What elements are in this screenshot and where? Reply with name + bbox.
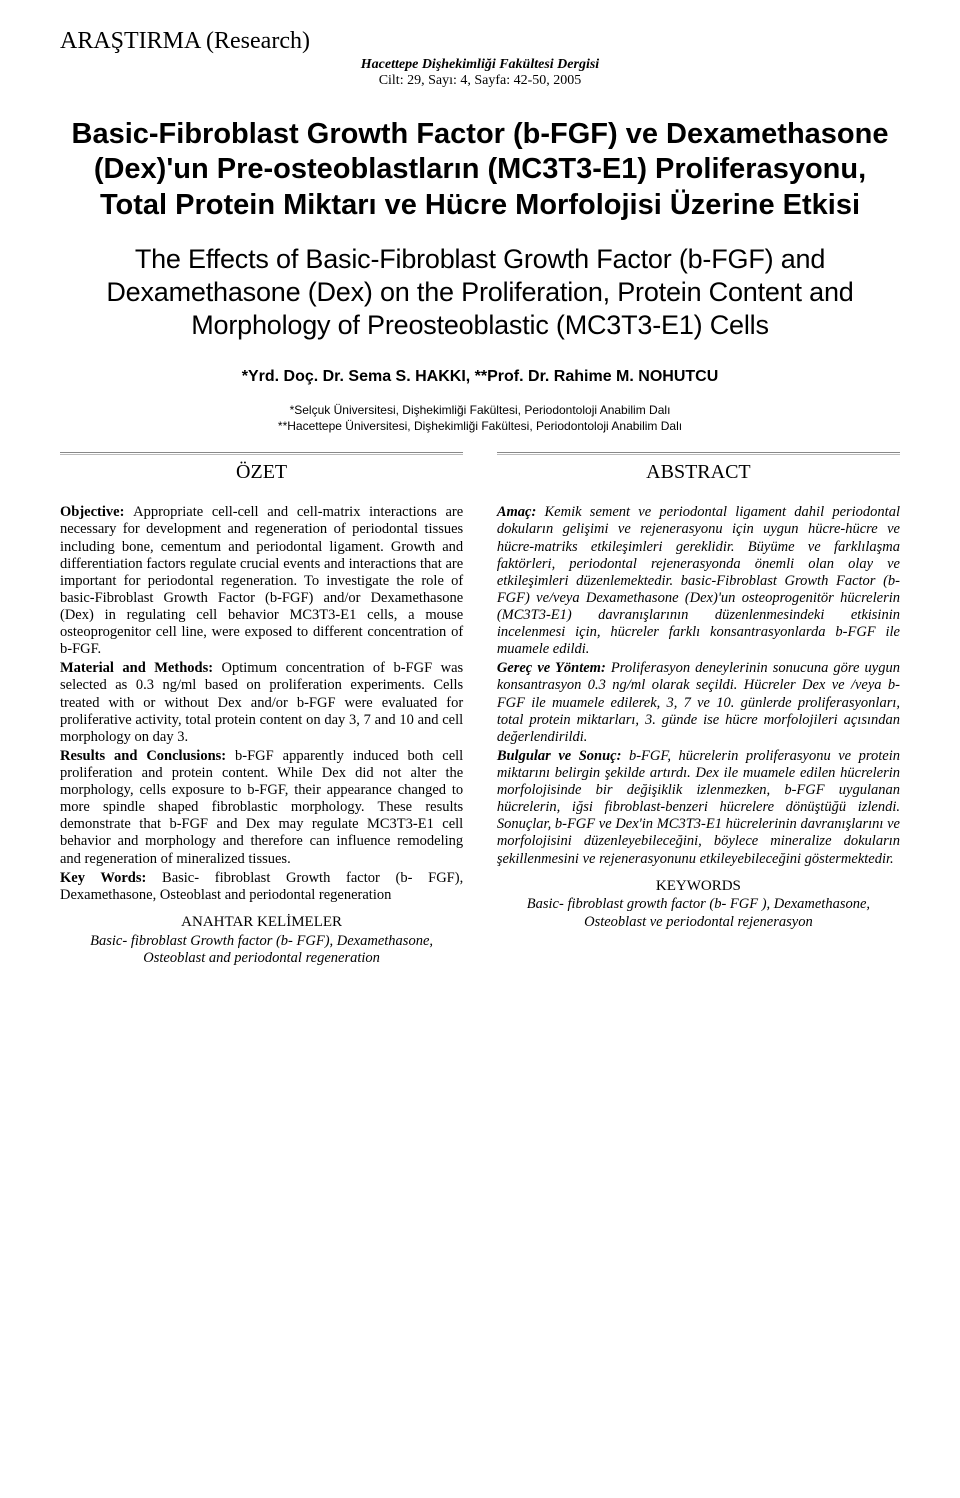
divider [60,454,463,455]
methods-paragraph: Material and Methods: Optimum concentrat… [60,660,463,746]
abstract-headers: ÖZET ABSTRACT [60,452,900,486]
amac-paragraph: Amaç: Kemik sement ve periodontal ligame… [497,504,900,658]
right-column: Amaç: Kemik sement ve periodontal ligame… [497,504,900,968]
bulgular-paragraph: Bulgular ve Sonuç: b-FGF, hücrelerin pro… [497,748,900,868]
results-paragraph: Results and Conclusions: b-FGF apparentl… [60,748,463,868]
affiliation-1: *Selçuk Üniversitesi, Dişhekimliği Fakül… [60,402,900,418]
keywords-text: Basic- fibroblast growth factor (b- FGF … [497,896,900,931]
divider [497,452,900,453]
objective-paragraph: Objective: Appropriate cell-cell and cel… [60,504,463,658]
anahtar-kelimeler-title: ANAHTAR KELİMELER [60,914,463,932]
divider [497,454,900,455]
left-column: Objective: Appropriate cell-cell and cel… [60,504,463,968]
journal-reference: Hacettepe Dişhekimliği Fakültesi Dergisi… [60,57,900,89]
article-subtitle: The Effects of Basic-Fibroblast Growth F… [60,243,900,342]
affiliations: *Selçuk Üniversitesi, Dişhekimliği Fakül… [60,402,900,434]
research-tag: ARAŞTIRMA (Research) [60,28,900,55]
keywords-block: KEYWORDS Basic- fibroblast growth factor… [497,878,900,932]
anahtar-kelimeler-block: ANAHTAR KELİMELER Basic- fibroblast Grow… [60,914,463,968]
abstract-columns: Objective: Appropriate cell-cell and cel… [60,504,900,968]
authors: *Yrd. Doç. Dr. Sema S. HAKKI, **Prof. Dr… [60,368,900,386]
ozet-label: ÖZET [60,459,463,486]
affiliation-2: **Hacettepe Üniversitesi, Dişhekimliği F… [60,418,900,434]
abstract-header: ABSTRACT [497,452,900,486]
keywords-title: KEYWORDS [497,878,900,896]
journal-name: Hacettepe Dişhekimliği Fakültesi Dergisi [60,57,900,73]
abstract-label: ABSTRACT [497,459,900,486]
journal-issue: Cilt: 29, Sayı: 4, Sayfa: 42-50, 2005 [60,73,900,89]
keywords-paragraph: Key Words: Basic- fibroblast Growth fact… [60,870,463,904]
divider [60,452,463,453]
ozet-header: ÖZET [60,452,463,486]
gerec-paragraph: Gereç ve Yöntem: Proliferasyon deneyleri… [497,660,900,746]
article-title: Basic-Fibroblast Growth Factor (b-FGF) v… [60,117,900,223]
anahtar-kelimeler-text: Basic- fibroblast Growth factor (b- FGF)… [60,933,463,968]
